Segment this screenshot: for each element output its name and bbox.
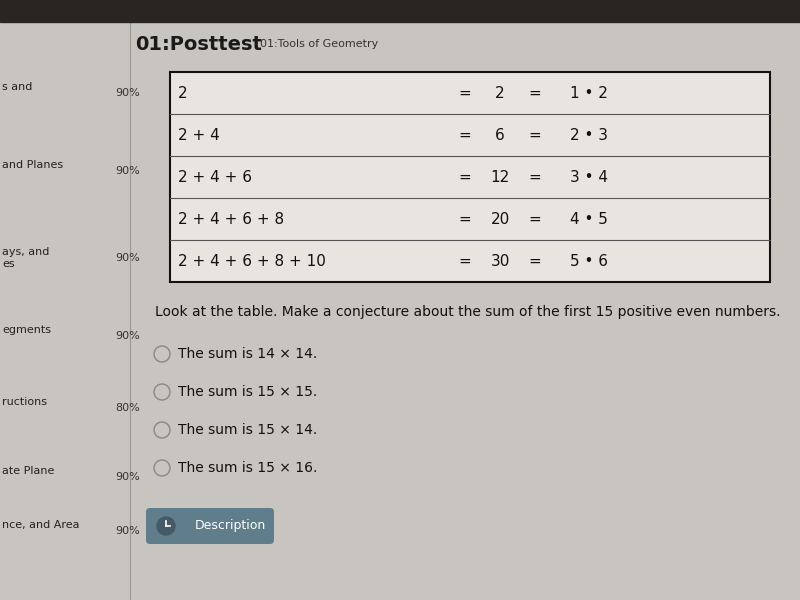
Text: 12: 12 xyxy=(490,169,510,185)
Text: 2 + 4 + 6: 2 + 4 + 6 xyxy=(178,169,252,185)
Circle shape xyxy=(154,422,170,438)
Circle shape xyxy=(154,460,170,476)
Text: 80%: 80% xyxy=(115,403,140,413)
Text: =: = xyxy=(458,127,471,142)
Text: 01:Posttest: 01:Posttest xyxy=(135,34,262,53)
Text: 1 • 2: 1 • 2 xyxy=(570,85,608,100)
Text: 90%: 90% xyxy=(115,472,140,482)
Text: nce, and Area: nce, and Area xyxy=(2,520,79,530)
Text: 5 • 6: 5 • 6 xyxy=(570,253,608,269)
Text: and Planes: and Planes xyxy=(2,160,63,170)
Text: 2 + 4 + 6 + 8: 2 + 4 + 6 + 8 xyxy=(178,211,284,226)
Text: 90%: 90% xyxy=(115,331,140,341)
Text: Look at the table. Make a conjecture about the sum of the first 15 positive even: Look at the table. Make a conjecture abo… xyxy=(155,305,781,319)
Circle shape xyxy=(154,384,170,400)
Text: =: = xyxy=(458,85,471,100)
Text: 2: 2 xyxy=(495,85,505,100)
Text: 90%: 90% xyxy=(115,253,140,263)
Text: es: es xyxy=(2,259,14,269)
Text: 90%: 90% xyxy=(115,88,140,98)
Text: 2: 2 xyxy=(178,85,188,100)
Text: =: = xyxy=(458,211,471,226)
Bar xyxy=(170,72,770,282)
FancyBboxPatch shape xyxy=(146,508,274,544)
Text: 30: 30 xyxy=(490,253,510,269)
Text: =: = xyxy=(529,85,542,100)
Bar xyxy=(0,0,800,22)
Text: =: = xyxy=(458,169,471,185)
Text: 90%: 90% xyxy=(115,166,140,176)
Text: 2 • 3: 2 • 3 xyxy=(570,127,608,142)
Text: ate Plane: ate Plane xyxy=(2,466,54,476)
Text: 4 • 5: 4 • 5 xyxy=(570,211,608,226)
Text: 2 + 4: 2 + 4 xyxy=(178,127,220,142)
Text: =: = xyxy=(529,253,542,269)
Text: ays, and: ays, and xyxy=(2,247,50,257)
Circle shape xyxy=(154,346,170,362)
Text: The sum is 14 × 14.: The sum is 14 × 14. xyxy=(178,347,318,361)
Text: =: = xyxy=(529,127,542,142)
Text: 20: 20 xyxy=(490,211,510,226)
Text: =: = xyxy=(529,211,542,226)
Text: ructions: ructions xyxy=(2,397,47,407)
Text: 6: 6 xyxy=(495,127,505,142)
Text: The sum is 15 × 15.: The sum is 15 × 15. xyxy=(178,385,318,399)
Text: The sum is 15 × 16.: The sum is 15 × 16. xyxy=(178,461,318,475)
Text: 01:Tools of Geometry: 01:Tools of Geometry xyxy=(260,39,378,49)
Text: s and: s and xyxy=(2,82,32,92)
Text: The sum is 15 × 14.: The sum is 15 × 14. xyxy=(178,423,318,437)
Text: 3 • 4: 3 • 4 xyxy=(570,169,608,185)
Text: =: = xyxy=(529,169,542,185)
Text: egments: egments xyxy=(2,325,51,335)
Text: 2 + 4 + 6 + 8 + 10: 2 + 4 + 6 + 8 + 10 xyxy=(178,253,326,269)
Text: 90%: 90% xyxy=(115,526,140,536)
Text: =: = xyxy=(458,253,471,269)
Text: Description: Description xyxy=(194,520,266,533)
Circle shape xyxy=(157,517,175,535)
